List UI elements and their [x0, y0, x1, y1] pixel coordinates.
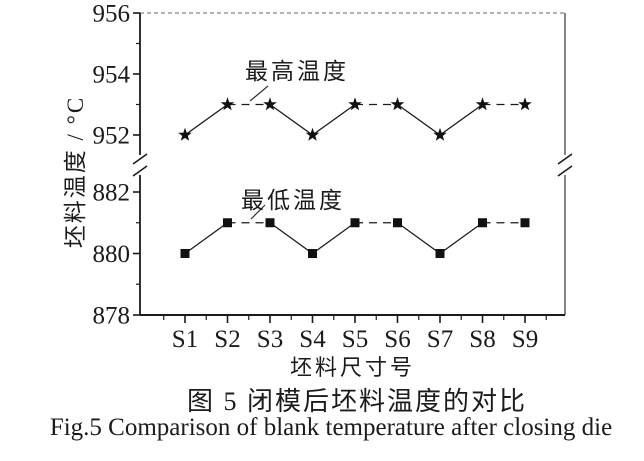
- x-tick-label: S1: [172, 326, 198, 353]
- annotation-leader-max: [249, 85, 269, 102]
- series-marker-star: [178, 127, 192, 141]
- series-line-1: [269, 222, 313, 255]
- axis-break-mark: [132, 153, 148, 165]
- series-line-0: [397, 103, 441, 136]
- y-tick-label: 956: [93, 1, 131, 28]
- y-tick-label: 882: [93, 180, 131, 207]
- series-marker-square: [435, 249, 445, 258]
- series-marker-square: [350, 218, 360, 228]
- series-line-1: [312, 222, 356, 255]
- series-marker-square: [265, 218, 275, 228]
- x-tick-label: S9: [512, 326, 538, 353]
- series-marker-square: [180, 249, 190, 258]
- series-marker-star: [475, 97, 490, 111]
- x-axis-title: 坯料尺寸号: [289, 355, 415, 380]
- series-line-0: [269, 103, 313, 136]
- series-marker-square: [393, 218, 402, 228]
- caption-english: Fig.5 Comparison of blank temperature af…: [49, 414, 613, 441]
- x-tick-label: S3: [257, 326, 283, 353]
- x-tick-label: S5: [342, 326, 368, 353]
- series-line-1: [397, 222, 441, 255]
- axis-break-mark: [557, 165, 573, 177]
- y-axis-title: 坯料温度 / °C: [63, 95, 88, 249]
- series-marker-square: [308, 249, 317, 258]
- x-tick-label: S2: [214, 326, 240, 353]
- x-tick-label: S4: [299, 326, 326, 353]
- series-marker-square: [520, 218, 530, 228]
- annotation-leader-min: [250, 204, 266, 220]
- axis-break-mark: [132, 165, 148, 177]
- series-line-0: [312, 103, 356, 136]
- y-tick-label: 880: [93, 241, 131, 268]
- annotation-max-temperature: 最高温度: [245, 59, 349, 84]
- series-line-1: [184, 222, 228, 255]
- axis-break-mark: [557, 153, 573, 165]
- series-marker-star: [518, 97, 532, 111]
- y-tick-label: 878: [93, 303, 131, 330]
- x-tick-label: S7: [427, 326, 453, 353]
- y-tick-label: 952: [93, 123, 131, 150]
- series-marker-star: [433, 127, 447, 141]
- x-tick-label: S8: [469, 326, 495, 353]
- series-marker-star: [305, 127, 320, 141]
- x-tick-label: S6: [384, 326, 410, 353]
- series-marker-star: [220, 97, 235, 111]
- series-marker-star: [390, 97, 405, 111]
- y-tick-label: 954: [93, 62, 131, 89]
- annotation-min-temperature: 最低温度: [241, 188, 345, 213]
- caption-chinese: 图 5 闭模后坯料温度的对比: [186, 387, 527, 416]
- series-marker-star: [348, 97, 362, 111]
- series-line-1: [439, 222, 483, 255]
- series-line-0: [439, 103, 483, 136]
- series-marker-square: [478, 218, 487, 228]
- series-marker-star: [263, 97, 277, 111]
- series-line-0: [184, 103, 228, 136]
- series-marker-square: [223, 218, 232, 228]
